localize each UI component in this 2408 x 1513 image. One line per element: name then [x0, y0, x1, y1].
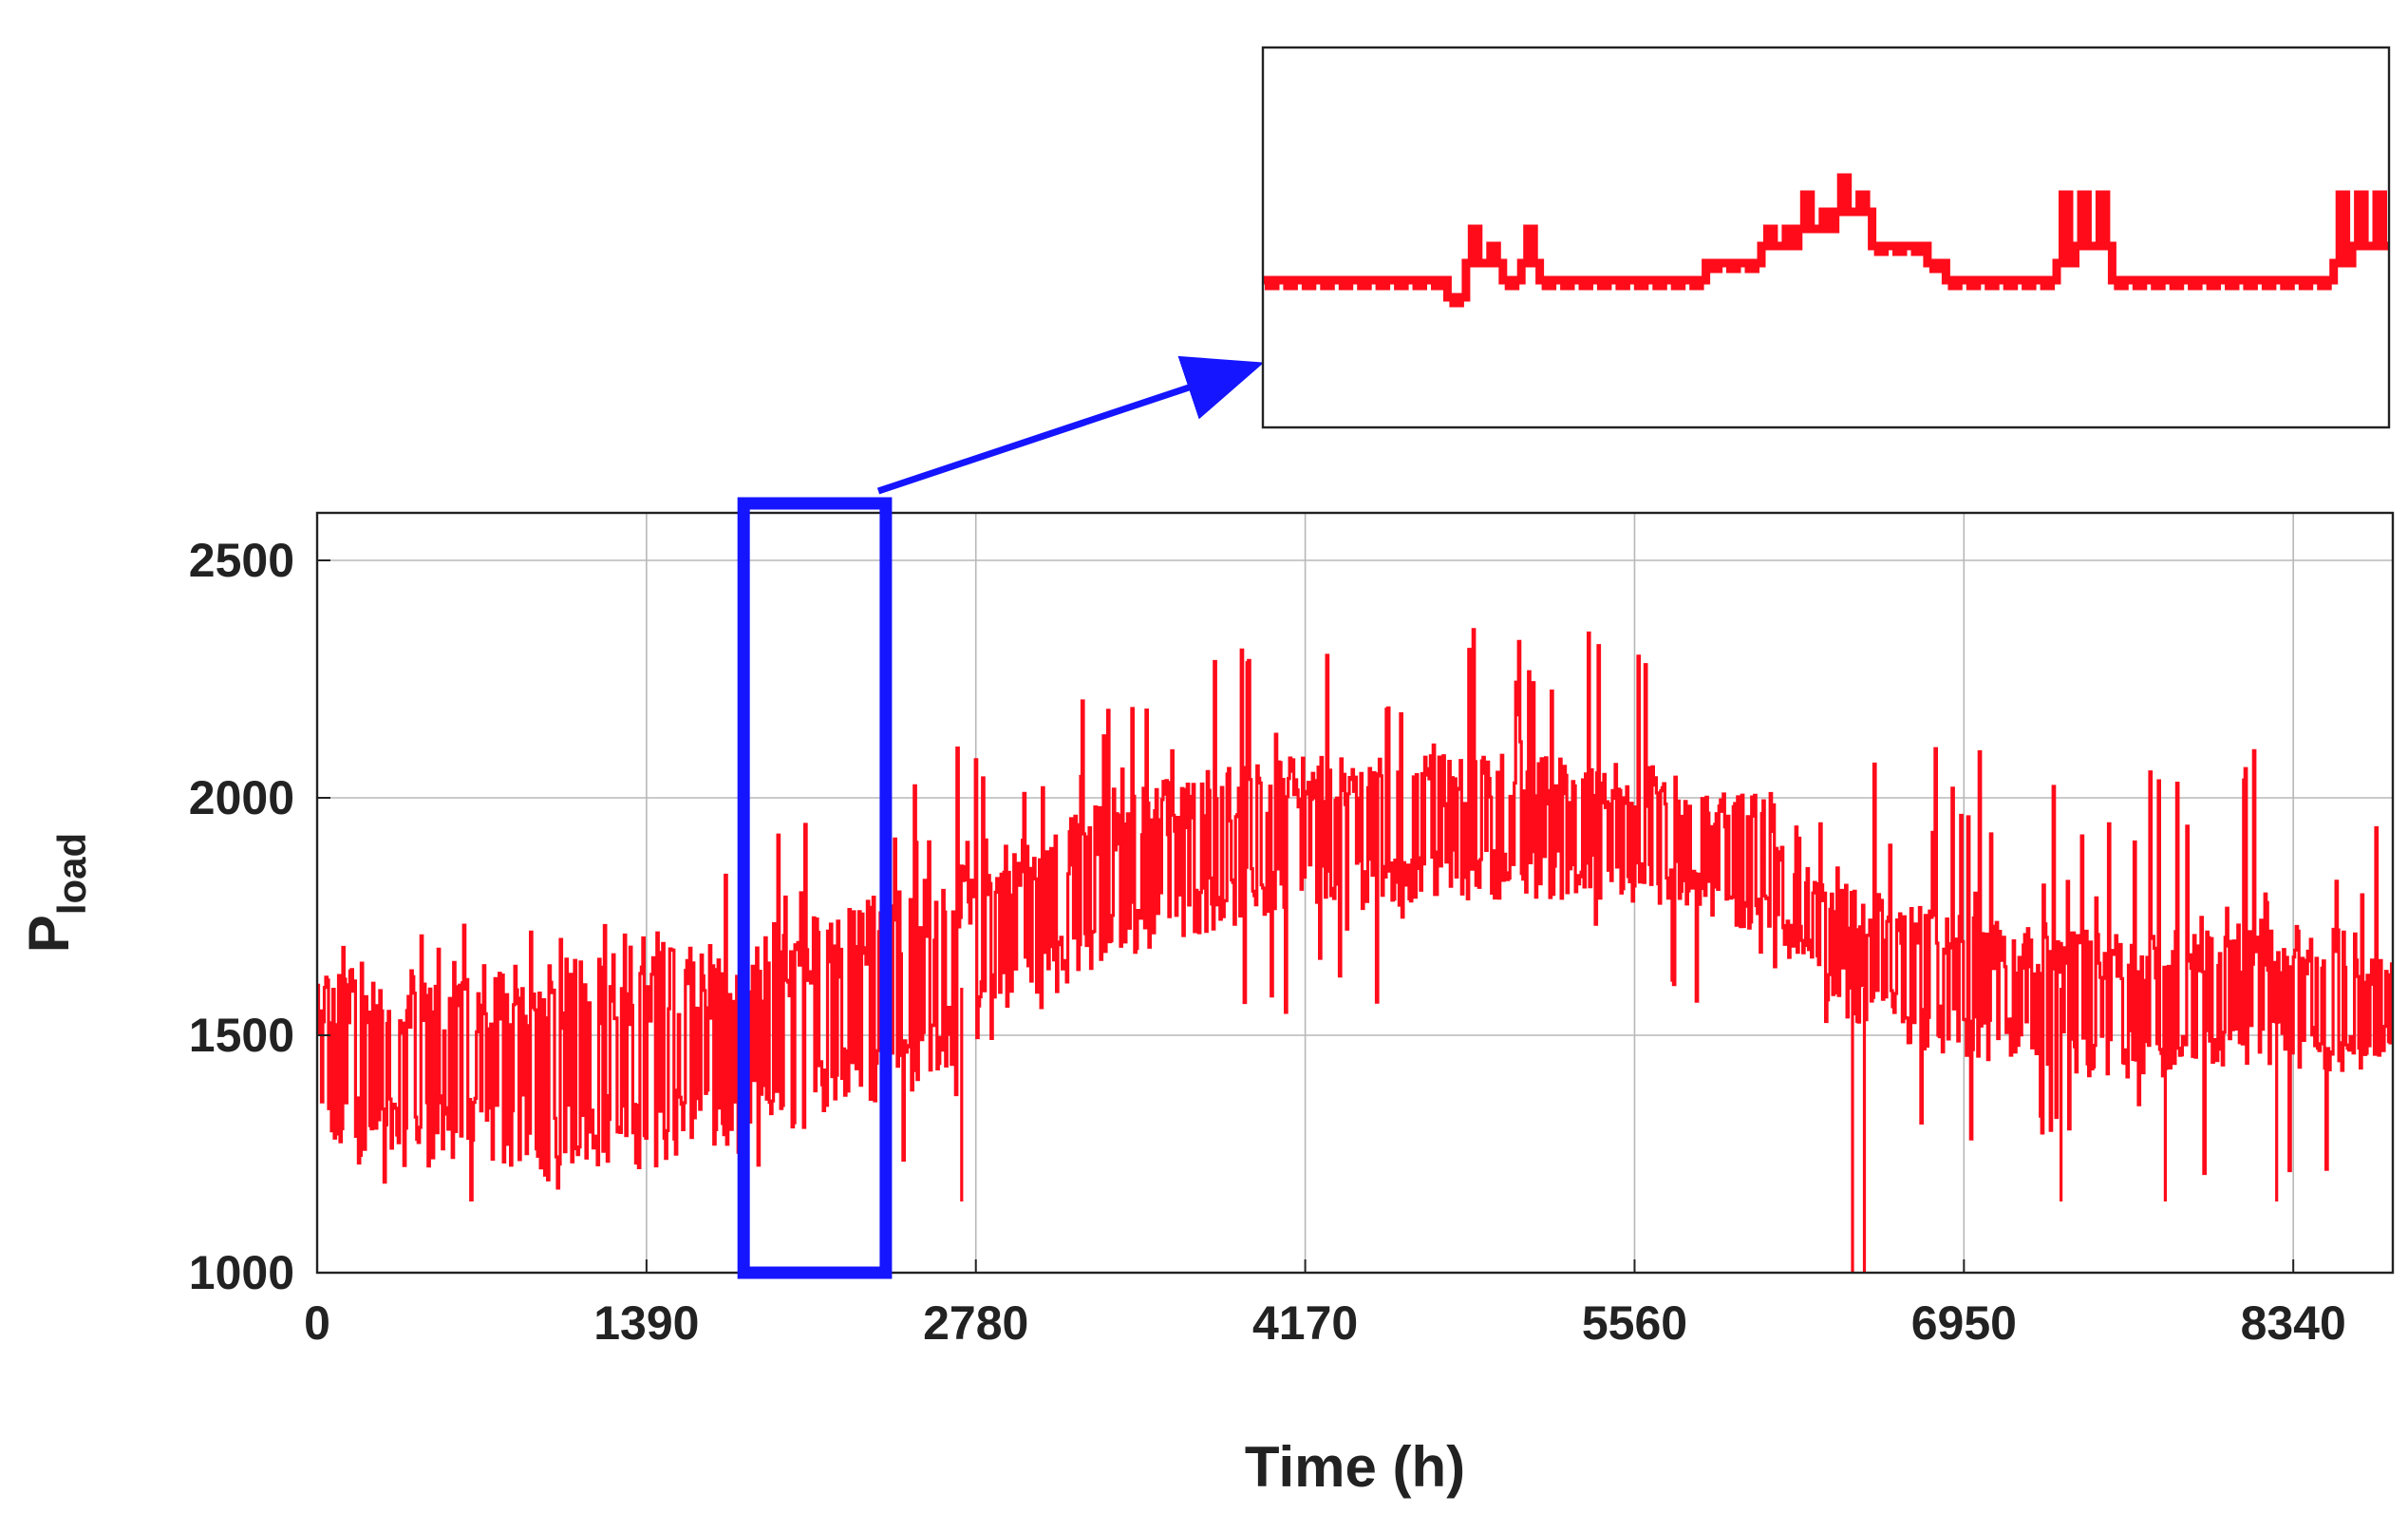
y-axis-ticks: 1000 1500 2000 2500: [189, 534, 330, 1299]
zoom-highlight-box: [737, 497, 893, 1279]
main-plot: 0 1390 2780 4170 5560 6950 8340 1000 1500 2000 25…: [189, 511, 2395, 1350]
plot-frame: [315, 511, 2395, 1275]
load-series-line: [317, 628, 2393, 1273]
y-tick-label: 2000: [189, 771, 294, 824]
y-tick-label: 2500: [189, 534, 294, 587]
y-axis-label-subscript: load: [49, 833, 94, 915]
x-tick-label: 1390: [593, 1296, 699, 1350]
y-axis-label: Pload: [17, 833, 94, 953]
inset-background: [1263, 47, 2389, 427]
x-tick-label: 4170: [1252, 1296, 1358, 1350]
x-tick-label: 0: [304, 1296, 330, 1350]
x-tick-label: 8340: [2241, 1296, 2346, 1350]
zoom-inset: [1261, 46, 2391, 429]
x-tick-label: 6950: [1911, 1296, 2017, 1350]
y-tick-label: 1500: [189, 1009, 294, 1062]
y-tick-label: 1000: [189, 1246, 294, 1299]
x-tick-label: 2780: [923, 1296, 1028, 1350]
inset-series-line: [1263, 173, 2389, 308]
x-axis-ticks: 0 1390 2780 4170 5560 6950 8340: [304, 1259, 2346, 1350]
y-axis-label-main: P: [17, 915, 81, 953]
x-axis-label: Time (h): [1245, 1435, 1465, 1499]
x-tick-label: 5560: [1582, 1296, 1687, 1350]
inset-frame: [1261, 46, 2391, 429]
zoom-arrow: [876, 355, 1265, 495]
svg-text:Pload: Pload: [17, 833, 94, 953]
